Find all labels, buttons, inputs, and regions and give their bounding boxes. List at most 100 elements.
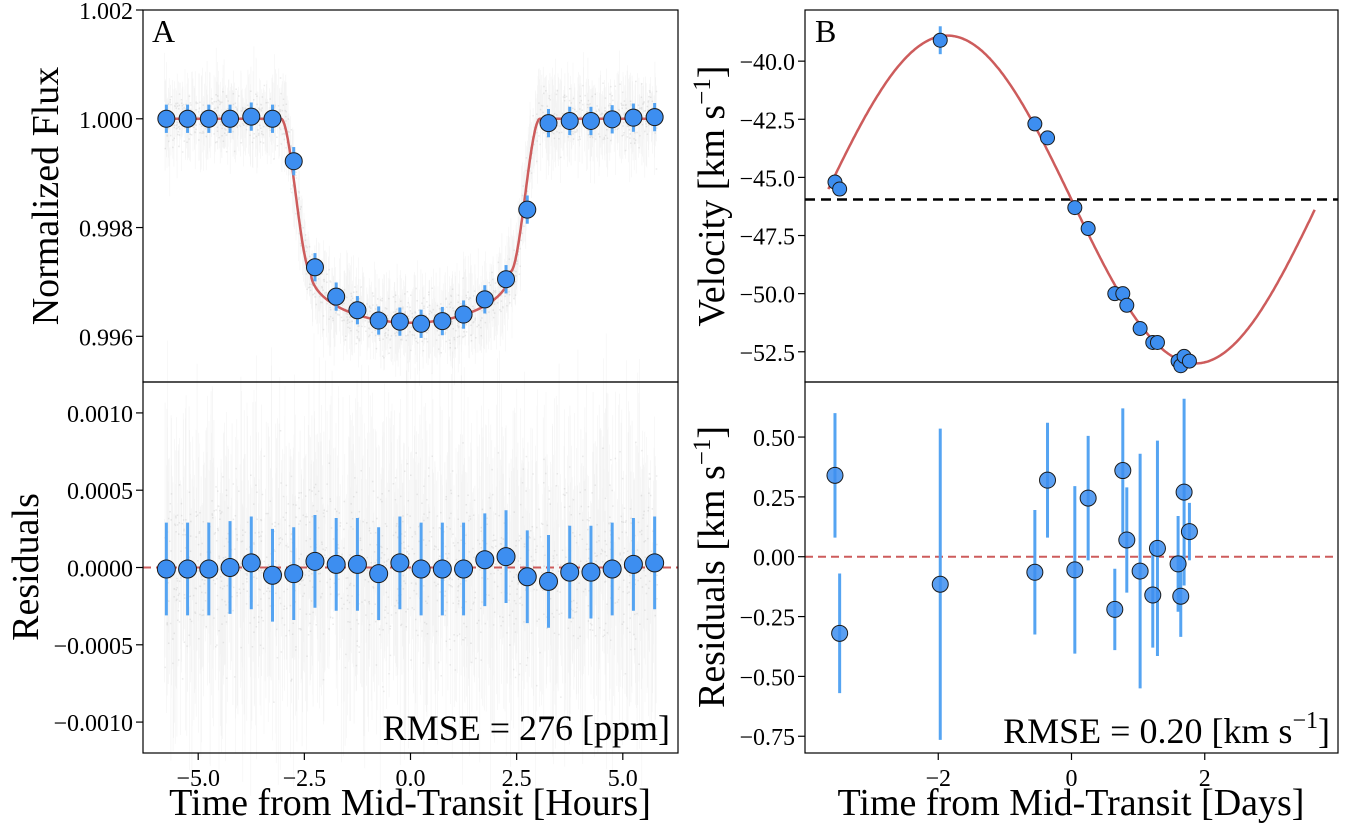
- panel-b-bottom-point: [1180, 523, 1198, 541]
- panel-a-bottom-point: [475, 550, 495, 570]
- panel-a-bottom-xtick-label: −5.0: [176, 766, 220, 792]
- panel-b-top-ytick-label: −47.5: [739, 225, 795, 251]
- panel-a-top-point: [603, 110, 622, 129]
- panel-a-bottom-point: [645, 553, 665, 573]
- panel-b-top-ytick-label: −40.0: [739, 50, 795, 76]
- panel-a-top-ytick-label: 0.998: [79, 217, 133, 243]
- panel-a-bottom-plot: −0.0010 −0.0005 0.0000 0.0005 0.0010 −5.0 −2.5…: [5, 307, 679, 824]
- panel-b-bottom-point: [1066, 561, 1084, 579]
- panel-a-bottom-point: [623, 554, 643, 574]
- panel-b-bottom-point: [1131, 562, 1149, 580]
- panel-a-label: A: [152, 13, 175, 49]
- panel-b-bottom-ylabel: Residuals [km s−1]: [689, 426, 733, 708]
- panel-b-bottom-xtick-label: 0: [1066, 766, 1078, 792]
- panel-a-top-point: [157, 109, 176, 128]
- panel-a-bottom-point: [347, 554, 367, 574]
- panel-b-bottom-ytick-label: −0.25: [739, 606, 795, 632]
- panel-a-bottom-point: [411, 559, 431, 579]
- panel-b-bottom-point: [1118, 531, 1136, 549]
- panel-a-bottom-xtick-label: 0.0: [396, 766, 426, 792]
- panel-b-bottom-ylabel-suffix: ]: [691, 426, 733, 439]
- panel-a-top-point: [412, 314, 431, 333]
- panel-a-top-point: [454, 305, 473, 324]
- panel-a-bottom-point: [560, 562, 580, 582]
- panel-a-top-ylabel: Normalized Flux: [25, 67, 67, 326]
- panel-b-bottom-ytick-label: 0.00: [753, 546, 795, 572]
- panel-a-bottom-xtick-label: 2.5: [502, 766, 532, 792]
- panel-a-bottom-ytick-label: −0.0010: [53, 711, 133, 737]
- panel-a-top-point: [581, 111, 600, 130]
- panel-b-bottom-ytick-label: 0.50: [753, 426, 795, 452]
- rmse-left-label: RMSE = 276 [ppm]: [383, 708, 670, 748]
- panel-a-xlabel: Time from Mid-Transit [Hours]: [169, 782, 651, 824]
- panel-b-top-point: [1080, 221, 1096, 237]
- panel-a-bottom-xtick-label: −2.5: [283, 766, 327, 792]
- panel-a-top-point: [327, 287, 346, 306]
- panel-a-top-point: [497, 270, 516, 289]
- panel-a-top-ytick-label: 1.002: [79, 0, 133, 25]
- panel-a-bottom-ytick-label: 0.0005: [67, 479, 133, 505]
- panel-a-bottom-ylabel: Residuals: [5, 493, 47, 641]
- rmse-right-sup: −1: [1292, 708, 1318, 734]
- panel-b-bottom-ytick-label: −0.50: [739, 665, 795, 691]
- panel-a-top-ylabel-text: Normalized Flux: [25, 67, 67, 326]
- panel-b-bottom-ytick-label: −0.75: [739, 725, 795, 751]
- panel-b-top-point: [1132, 321, 1148, 337]
- rmse-right-suffix: ]: [1318, 711, 1330, 751]
- panel-a-bottom-point: [602, 559, 622, 579]
- panel-b-top-ytick-label: −42.5: [739, 108, 795, 134]
- panel-a-top-point: [624, 108, 643, 127]
- panel-a-bottom-point: [263, 565, 283, 585]
- panel-b-top-point: [932, 32, 948, 48]
- panel-b-bottom-point: [931, 575, 949, 593]
- panel-b-top-point: [1149, 334, 1165, 350]
- panel-b-top-point: [1040, 130, 1056, 146]
- rmse-right-prefix: RMSE = 0.20 [km s: [1003, 711, 1292, 751]
- panel-a-top-point: [518, 200, 537, 219]
- panel-b-label: B: [815, 13, 836, 49]
- panel-a-bottom-point: [517, 567, 537, 587]
- panel-a-bottom-point: [156, 559, 176, 579]
- panel-b-top-ytick-label: −45.0: [739, 166, 795, 192]
- panel-b-top-ytick-label: −50.0: [739, 283, 795, 309]
- panel-b-bottom-point: [831, 624, 849, 642]
- panel-a-top-raw-errorbars: [164, 46, 657, 386]
- panel-a-top-point: [433, 312, 452, 331]
- panel-b-bottom-point: [1175, 483, 1193, 501]
- panel-a-bottom-ylabel-text: Residuals: [5, 493, 47, 641]
- panel-a-transit-model-curve: [166, 117, 655, 324]
- panel-a-bottom-point: [432, 559, 452, 579]
- panel-a-bottom-point: [581, 562, 601, 582]
- panel-a-top-point: [539, 114, 558, 133]
- panel-a-bottom-point: [326, 554, 346, 574]
- panel-b-bottom-point: [1114, 462, 1132, 480]
- panel-b-bottom-point: [1026, 563, 1044, 581]
- panel-a-top-point: [475, 290, 494, 309]
- panel-a-top-point: [178, 109, 197, 128]
- panel-a-top-point: [369, 311, 388, 330]
- panel-a-bottom-point: [199, 559, 219, 579]
- panel-b-bottom-point: [1144, 586, 1162, 604]
- rmse-right-label: RMSE = 0.20 [km s−1]: [1003, 708, 1330, 751]
- panel-a-top-point: [305, 258, 324, 277]
- panel-b-top-ylabel-text: Velocity [km s: [691, 105, 733, 327]
- panel-b-bottom-point: [1079, 489, 1097, 507]
- panel-b-top-point: [1119, 297, 1135, 313]
- panel-a-top-point: [221, 109, 240, 128]
- panel-b-top-point: [1181, 353, 1197, 369]
- panel-a-bottom-point: [538, 571, 558, 591]
- panel-a-top-point: [263, 109, 282, 128]
- panel-a-top-point: [390, 312, 409, 331]
- panel-a-bottom-point: [241, 553, 261, 573]
- panel-a-top-point: [560, 111, 579, 130]
- panel-b-bottom-ytick-label: 0.25: [753, 486, 795, 512]
- panel-b-bottom-point: [1106, 600, 1124, 618]
- panel-b-top-point: [1067, 200, 1083, 216]
- panel-b-top-frame: [804, 9, 1339, 383]
- panel-b-bottom-point: [826, 466, 844, 484]
- panel-a-bottom-point: [454, 559, 474, 579]
- panel-a-top-plot: 0.996 0.998 1.000 1.002 Normalized Flux A: [25, 0, 679, 386]
- panel-a-bottom-point: [496, 547, 516, 567]
- panel-a-bottom-ytick-label: −0.0005: [53, 634, 133, 660]
